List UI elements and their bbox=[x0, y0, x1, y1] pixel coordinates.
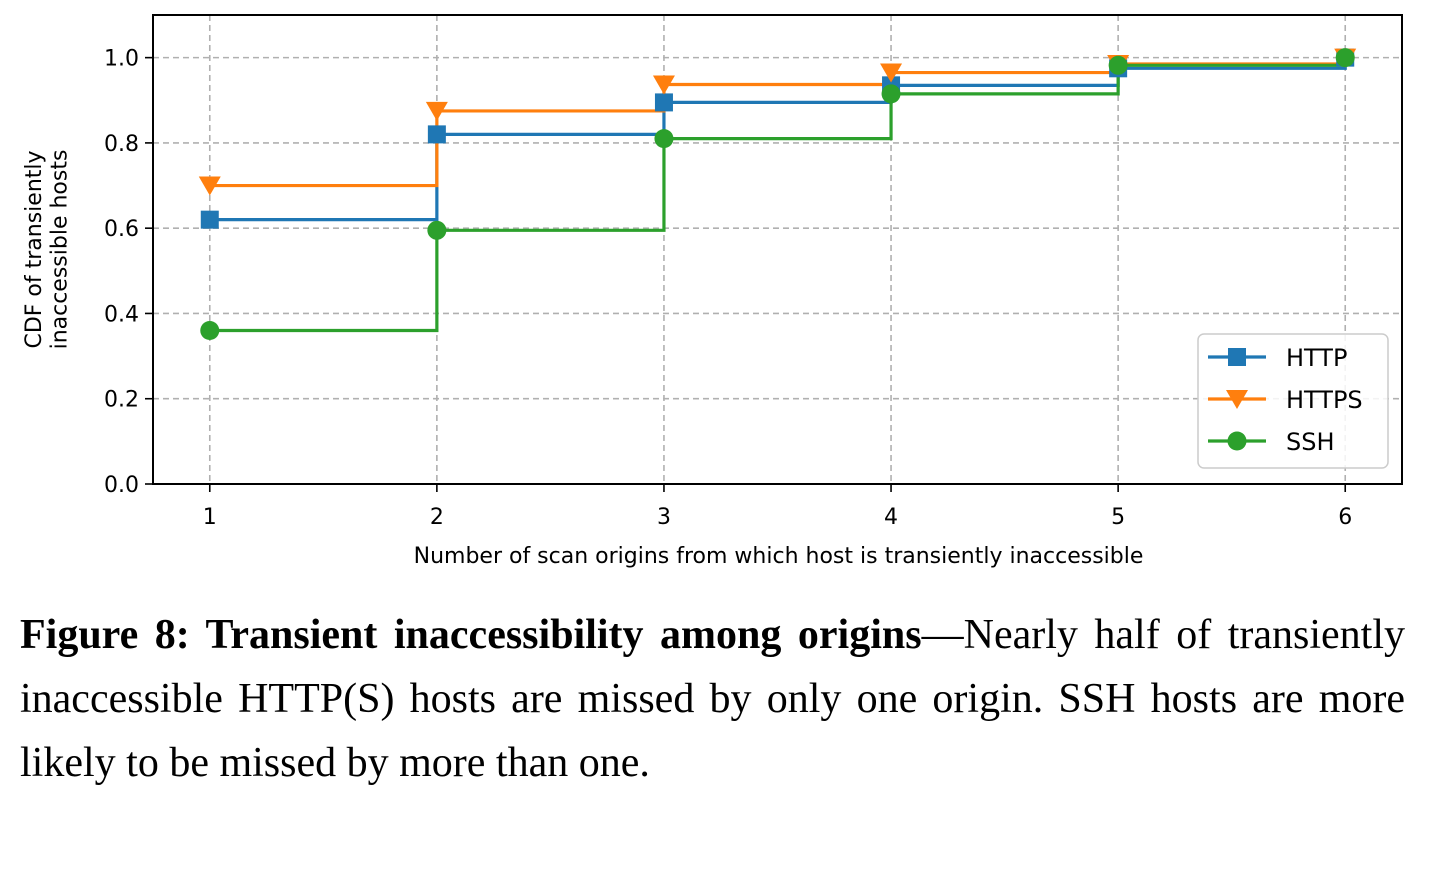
point-https-1 bbox=[198, 176, 221, 196]
legend-label-http: HTTP bbox=[1286, 344, 1347, 372]
point-ssh-6 bbox=[1335, 48, 1355, 68]
point-https-2 bbox=[425, 101, 448, 121]
x-tick-label-1: 1 bbox=[203, 505, 217, 530]
plot-frame bbox=[152, 14, 1403, 485]
caption-text: Nearly half of transiently inaccessible … bbox=[20, 612, 1405, 786]
legend-marker-https bbox=[1226, 390, 1248, 409]
point-ssh-3 bbox=[654, 129, 674, 149]
point-http-3 bbox=[654, 93, 673, 112]
point-ssh-2 bbox=[427, 220, 447, 240]
point-http-1 bbox=[200, 210, 219, 229]
caption-dash: — bbox=[921, 612, 964, 658]
point-ssh-4 bbox=[881, 84, 901, 104]
x-tick-label-5: 5 bbox=[1111, 505, 1125, 530]
legend-marker-http bbox=[1228, 348, 1246, 366]
figure-caption: Figure 8: Transient inaccessibility amon… bbox=[20, 603, 1405, 795]
cdf-chart: 1 2 3 4 5 6 0.0 0.2 0.4 0.6 0.8 1.0 Number of scan o… bbox=[22, 14, 1403, 569]
point-https-3 bbox=[652, 75, 675, 95]
y-axis-label: CDF of transientlyinaccessible hosts bbox=[22, 150, 72, 350]
series-line-https bbox=[209, 57, 1347, 188]
y-axis-label-line-1: CDF of transiently bbox=[22, 150, 47, 348]
y-tick-label-0.6: 0.6 bbox=[104, 217, 139, 242]
legend: HTTP HTTPS SSH bbox=[1197, 333, 1389, 469]
x-tick-label-2: 2 bbox=[430, 505, 444, 530]
y-tick-label-0.2: 0.2 bbox=[104, 388, 139, 413]
legend-label-ssh: SSH bbox=[1286, 428, 1335, 456]
y-tick-label-0.8: 0.8 bbox=[104, 132, 139, 157]
x-tick-label-4: 4 bbox=[884, 505, 898, 530]
y-tick-label-1.0: 1.0 bbox=[104, 47, 139, 72]
y-axis-label-line-2: inaccessible hosts bbox=[47, 150, 72, 350]
point-ssh-5 bbox=[1108, 55, 1128, 75]
x-tick-label-3: 3 bbox=[657, 505, 671, 530]
legend-marker-ssh bbox=[1227, 431, 1247, 451]
point-https-4 bbox=[880, 63, 903, 83]
point-http-2 bbox=[427, 125, 446, 144]
x-axis-label: Number of scan origins from which host i… bbox=[414, 544, 1144, 569]
y-tick-label-0.4: 0.4 bbox=[104, 302, 139, 327]
legend-label-https: HTTPS bbox=[1286, 386, 1363, 414]
point-ssh-1 bbox=[200, 321, 220, 341]
caption-title: Figure 8: Transient inaccessibility amon… bbox=[20, 612, 922, 658]
chart-area: 1 2 3 4 5 6 0.0 0.2 0.4 0.6 0.8 1.0 Number of scan o… bbox=[22, 14, 1403, 569]
series-line-ssh bbox=[209, 57, 1347, 333]
legend-box bbox=[1197, 333, 1389, 469]
y-tick-label-0.0: 0.0 bbox=[104, 473, 139, 498]
x-tick-label-6: 6 bbox=[1338, 505, 1352, 530]
